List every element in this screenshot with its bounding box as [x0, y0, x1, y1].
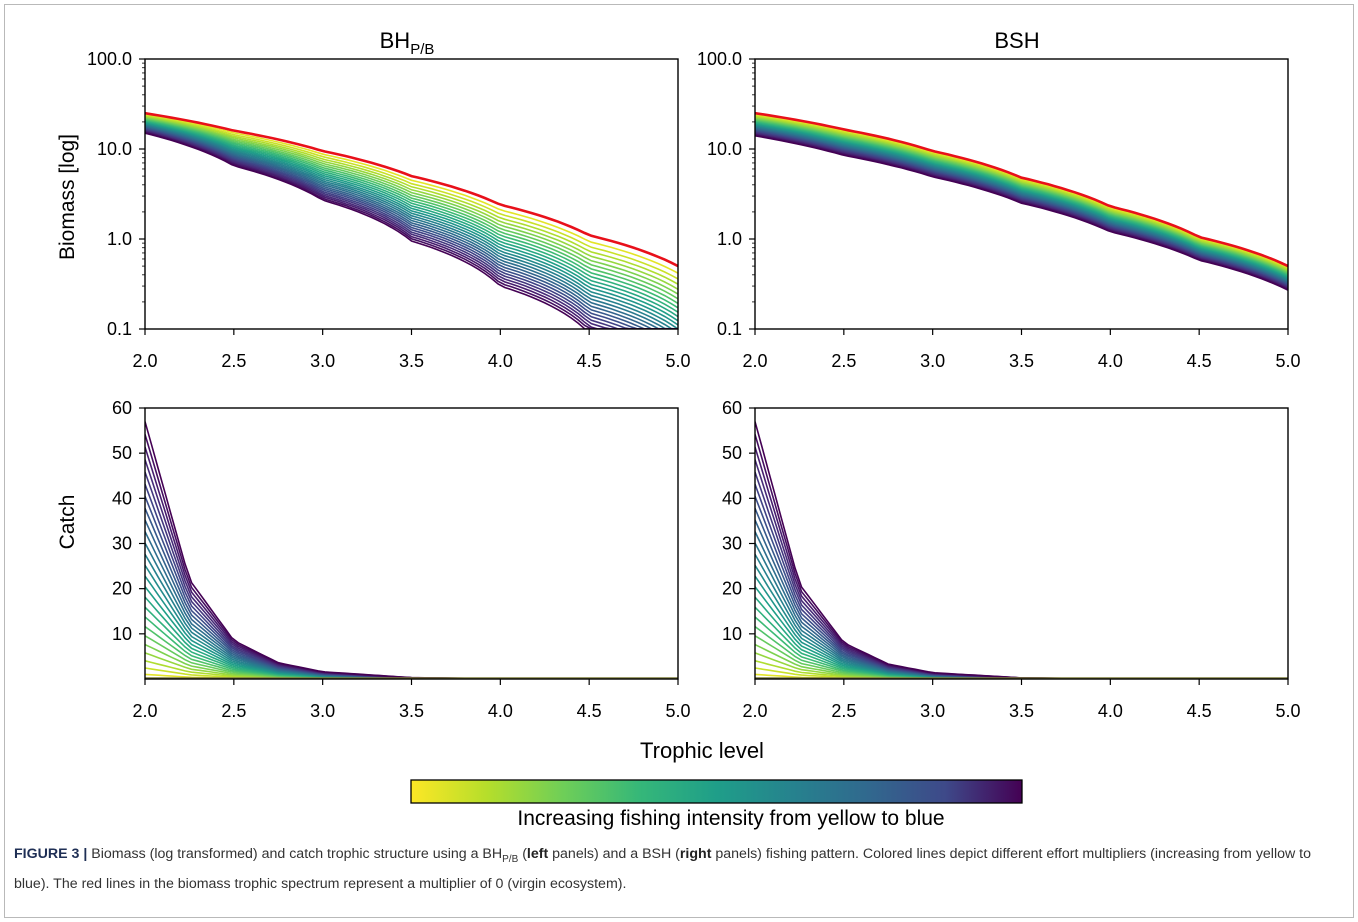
series-line-25 — [145, 133, 678, 329]
caption-sub: P/B — [502, 854, 518, 865]
y-tick-label: 10 — [112, 624, 132, 644]
x-tick-label: 4.0 — [488, 701, 513, 721]
x-tick-label: 2.5 — [831, 351, 856, 371]
series-group — [755, 113, 1288, 290]
series-line-23 — [755, 134, 1288, 288]
x-tick-label: 4.5 — [577, 351, 602, 371]
figure-caption: FIGURE 3 | Biomass (log transformed) and… — [14, 842, 1344, 896]
x-tick-label: 4.5 — [1187, 701, 1212, 721]
y-tick-label: 10.0 — [707, 139, 742, 159]
x-tick-label: 3.5 — [1009, 701, 1034, 721]
x-tick-label: 4.0 — [488, 351, 513, 371]
caption-text-1: Biomass (log transformed) and catch trop… — [87, 846, 502, 862]
x-tick-label: 3.5 — [399, 701, 424, 721]
series-line-18 — [145, 508, 678, 679]
y-tick-label: 60 — [722, 398, 742, 418]
series-group — [145, 113, 678, 329]
caption-text-3: panels) and a BSH ( — [548, 846, 680, 862]
x-tick-label: 3.0 — [920, 351, 945, 371]
series-line-16 — [755, 532, 1288, 679]
y-tick-label: 40 — [112, 488, 132, 508]
x-tick-label: 2.5 — [831, 701, 856, 721]
y-tick-label: 10.0 — [97, 139, 132, 159]
x-tick-label: 4.5 — [577, 701, 602, 721]
caption-label: FIGURE 3 | — [14, 846, 87, 862]
y-tick-label: 60 — [112, 398, 132, 418]
y-tick-label: 30 — [112, 534, 132, 554]
ylabel-catch: Catch — [56, 495, 79, 550]
y-tick-label: 30 — [722, 534, 742, 554]
x-tick-label: 2.5 — [221, 351, 246, 371]
colorbar — [411, 780, 1022, 803]
x-tick-label: 5.0 — [1275, 351, 1300, 371]
x-tick-label: 2.0 — [742, 351, 767, 371]
x-tick-label: 3.0 — [920, 701, 945, 721]
panel-title-bhpb: BHP/B — [380, 28, 435, 58]
plot-frame — [145, 59, 678, 329]
panel-biomass-bhpb: 2.0 2.5 3.0 3.5 4.0 4.5 5.0 0.1 1.0 10.0 100.0 — [87, 49, 691, 371]
ylabel-biomass: Biomass [log] — [56, 134, 79, 260]
x-tick-label: 2.0 — [132, 701, 157, 721]
panel-catch-bhpb: 2.0 2.5 3.0 3.5 4.0 4.5 5.0 10 20 30 40 50 60 — [112, 398, 691, 721]
y-tick-label: 50 — [112, 443, 132, 463]
x-tick-label: 3.0 — [310, 701, 335, 721]
series-line-22 — [755, 460, 1288, 679]
series-line-25 — [755, 136, 1288, 290]
y-tick-label: 40 — [722, 488, 742, 508]
series-group — [755, 422, 1288, 679]
x-tick-label: 4.5 — [1187, 351, 1212, 371]
caption-right-word: right — [680, 846, 712, 862]
x-tick-label: 5.0 — [1275, 701, 1300, 721]
caption-left-word: left — [527, 846, 548, 862]
panel-catch-bsh: 2.0 2.5 3.0 3.5 4.0 4.5 5.0 10 20 30 40 50 60 — [722, 398, 1301, 721]
series-line-23 — [145, 447, 678, 679]
series-line-24 — [145, 133, 678, 330]
x-tick-label: 4.0 — [1098, 351, 1123, 371]
x-tick-label: 2.0 — [742, 701, 767, 721]
panel-biomass-bsh: 2.0 2.5 3.0 3.5 4.0 4.5 5.0 0.1 1.0 10.0 100.0 — [697, 49, 1301, 371]
y-tick-label: 100.0 — [697, 49, 742, 69]
y-tick-label: 1.0 — [107, 229, 132, 249]
series-line-24 — [755, 135, 1288, 289]
x-tick-label: 5.0 — [665, 351, 690, 371]
y-tick-label: 0.1 — [107, 319, 132, 339]
x-tick-label: 3.0 — [310, 351, 335, 371]
y-tick-label: 1.0 — [717, 229, 742, 249]
x-tick-label: 2.5 — [221, 701, 246, 721]
y-tick-label: 20 — [112, 579, 132, 599]
y-tick-label: 50 — [722, 443, 742, 463]
y-tick-label: 100.0 — [87, 49, 132, 69]
x-tick-label: 3.5 — [399, 351, 424, 371]
panel-title-bsh: BSH — [994, 28, 1039, 53]
caption-text-2: ( — [518, 846, 527, 862]
x-tick-label: 5.0 — [665, 701, 690, 721]
x-tick-label: 3.5 — [1009, 351, 1034, 371]
series-group — [145, 422, 678, 679]
colorbar-label: Increasing fishing intensity from yellow… — [517, 807, 944, 830]
y-tick-label: 20 — [722, 579, 742, 599]
x-tick-label: 2.0 — [132, 351, 157, 371]
x-tick-label: 4.0 — [1098, 701, 1123, 721]
series-line-22 — [755, 134, 1288, 288]
series-line-21 — [755, 133, 1288, 287]
series-line-13 — [145, 565, 678, 679]
xlabel-trophic-level: Trophic level — [640, 738, 764, 763]
y-tick-label: 0.1 — [717, 319, 742, 339]
y-tick-label: 10 — [722, 624, 742, 644]
